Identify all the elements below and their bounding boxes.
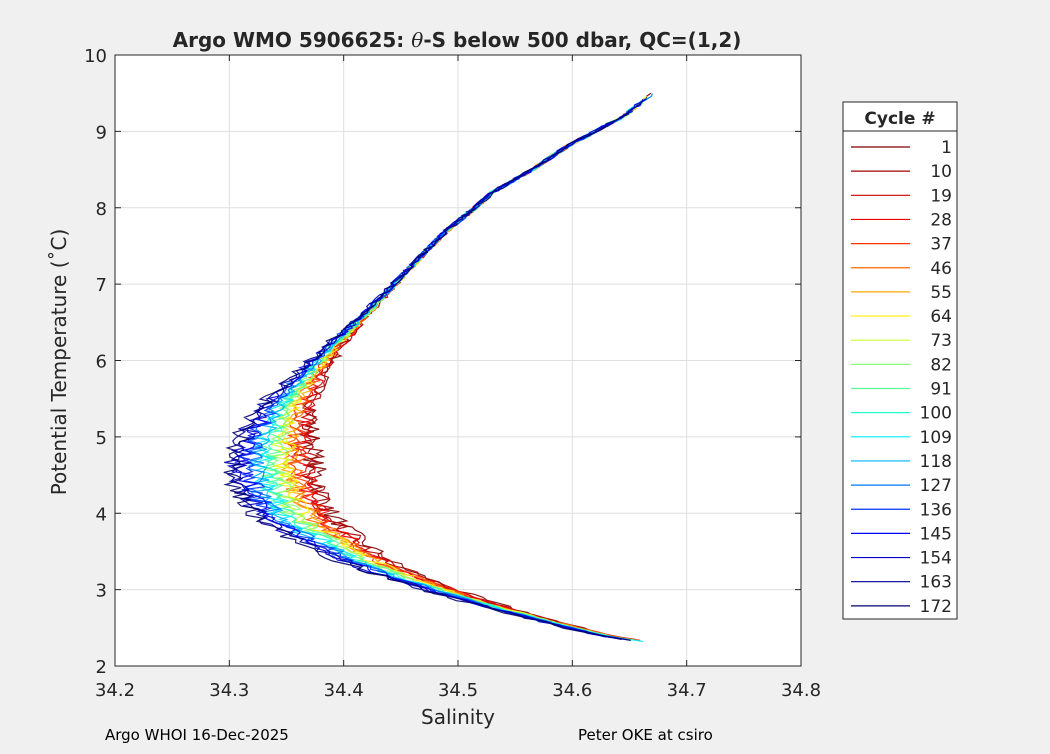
legend-label: 172 <box>920 597 952 617</box>
legend-label: 37 <box>930 235 952 255</box>
y-tick-label: 2 <box>96 657 107 678</box>
legend-label: 154 <box>920 549 952 569</box>
x-tick-label: 34.7 <box>667 680 707 701</box>
profile-line-172 <box>223 111 631 641</box>
legend-label: 163 <box>920 573 952 593</box>
legend-label: 28 <box>930 210 952 230</box>
x-tick-label: 34.3 <box>209 680 249 701</box>
footer-author: Peter OKE at csiro <box>578 726 713 744</box>
legend-title: Cycle # <box>864 109 935 129</box>
y-tick-label: 5 <box>96 428 107 449</box>
x-tick-label: 34.4 <box>324 680 364 701</box>
y-tick-label: 8 <box>96 199 107 220</box>
y-tick-label: 4 <box>96 504 107 525</box>
x-tick-label: 34.5 <box>438 680 478 701</box>
y-axis-label: Potential Temperature (˚C) <box>47 229 71 496</box>
y-tick-label: 3 <box>96 581 107 602</box>
grid <box>115 55 801 666</box>
legend-label: 64 <box>930 307 952 327</box>
legend-label: 145 <box>920 524 952 544</box>
axis-ticks: 34.2 34.3 34.4 34.5 34.6 34.7 34.8 2 3 4 5 6 7 8 9 10 <box>84 46 821 701</box>
x-tick-label: 34.6 <box>552 680 592 701</box>
legend-label: 109 <box>920 428 952 448</box>
y-tick-label: 6 <box>96 352 107 373</box>
chart-title: Argo WMO 5906625: θ-S below 500 dbar, QC… <box>173 28 742 52</box>
legend-label: 55 <box>930 283 952 303</box>
legend-label: 118 <box>920 452 952 472</box>
legend-label: 82 <box>930 355 952 375</box>
y-tick-label: 10 <box>84 46 107 67</box>
x-tick-label: 34.2 <box>95 680 135 701</box>
legend-label: 127 <box>920 476 952 496</box>
footer-source: Argo WHOI 16-Dec-2025 <box>105 726 289 744</box>
legend-label: 73 <box>930 331 952 351</box>
legend-label: 46 <box>930 259 952 279</box>
legend-label: 91 <box>930 380 952 400</box>
x-axis-label: Salinity <box>421 705 495 729</box>
legend-items: 1 10 19 28 37 46 55 64 73 82 91 100 109 118 127 136 145 1… <box>851 138 952 617</box>
x-tick-label: 34.8 <box>781 680 821 701</box>
y-tick-label: 7 <box>96 275 107 296</box>
legend-label: 1 <box>941 138 952 158</box>
legend-label: 100 <box>920 404 952 424</box>
legend-label: 19 <box>930 186 952 206</box>
y-tick-label: 9 <box>96 122 107 143</box>
legend: Cycle # 1 10 19 28 37 46 55 64 73 82 91 100 109 118 12… <box>842 101 958 620</box>
profiles <box>223 92 653 643</box>
legend-label: 136 <box>920 500 952 520</box>
profile-line-145 <box>231 98 647 638</box>
legend-label: 10 <box>930 162 952 182</box>
